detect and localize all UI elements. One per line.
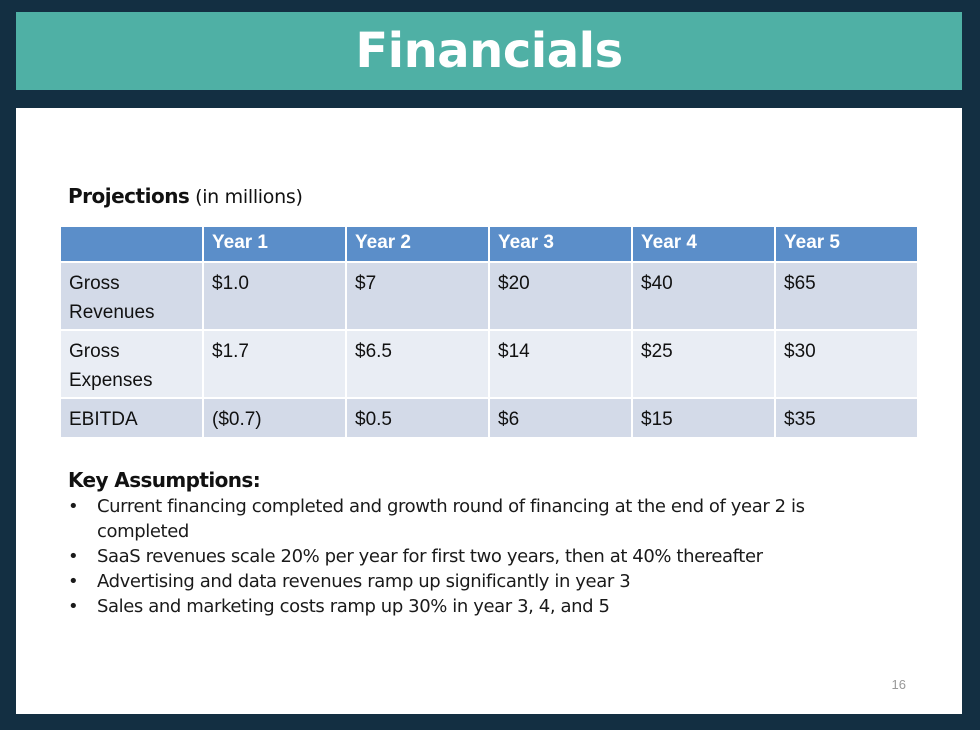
table-cell: $6.5 xyxy=(345,329,490,399)
projections-heading-bold: Projections xyxy=(68,184,190,208)
row-label: Gross Expenses xyxy=(59,329,204,399)
table-cell: $7 xyxy=(345,261,490,331)
column-header-year-3: Year 3 xyxy=(488,225,633,263)
table-cell: $40 xyxy=(631,261,776,331)
table-cell: $30 xyxy=(774,329,919,399)
table-row-ebitda: EBITDA ($0.7) $0.5 $6 $15 $35 xyxy=(59,397,919,439)
title-bar: Financials xyxy=(16,12,962,90)
key-assumptions: Key Assumptions: • Current financing comp… xyxy=(68,468,848,619)
table-cell: $25 xyxy=(631,329,776,399)
column-header-year-1: Year 1 xyxy=(202,225,347,263)
key-assumptions-heading: Key Assumptions: xyxy=(68,468,261,492)
bullet-icon: • xyxy=(68,546,79,567)
column-header-year-2: Year 2 xyxy=(345,225,490,263)
table-cell: $15 xyxy=(631,397,776,439)
bullet-icon: • xyxy=(68,496,79,517)
table-cell: $0.5 xyxy=(345,397,490,439)
slide-body: Projections (in millions) Year 1 Year 2 … xyxy=(16,108,962,714)
table-cell: ($0.7) xyxy=(202,397,347,439)
table-cell: $35 xyxy=(774,397,919,439)
row-label: Gross Revenues xyxy=(59,261,204,331)
list-item: • Current financing completed and growth … xyxy=(68,494,848,544)
list-item-text: Sales and marketing costs ramp up 30% in… xyxy=(97,596,610,617)
table-cell: $14 xyxy=(488,329,633,399)
table-row-gross-expenses: Gross Expenses $1.7 $6.5 $14 $25 $30 xyxy=(59,329,919,399)
list-item-text: Advertising and data revenues ramp up si… xyxy=(97,571,631,592)
projections-table: Year 1 Year 2 Year 3 Year 4 Year 5 Gross… xyxy=(59,225,919,439)
slide-title: Financials xyxy=(355,23,623,79)
table-cell: $65 xyxy=(774,261,919,331)
table-cell: $6 xyxy=(488,397,633,439)
table-header-row: Year 1 Year 2 Year 3 Year 4 Year 5 xyxy=(59,225,919,263)
page-number: 16 xyxy=(891,677,906,692)
column-header xyxy=(59,225,204,263)
list-item: • Sales and marketing costs ramp up 30% i… xyxy=(68,594,848,619)
list-item: • Advertising and data revenues ramp up s… xyxy=(68,569,848,594)
projections-heading: Projections (in millions) xyxy=(68,184,303,209)
column-header-year-4: Year 4 xyxy=(631,225,776,263)
bullet-icon: • xyxy=(68,596,79,617)
table-cell: $1.7 xyxy=(202,329,347,399)
projections-heading-unit: (in millions) xyxy=(189,186,303,208)
table-row-gross-revenues: Gross Revenues $1.0 $7 $20 $40 $65 xyxy=(59,261,919,331)
row-label: EBITDA xyxy=(59,397,204,439)
bullet-icon: • xyxy=(68,571,79,592)
list-item-text: SaaS revenues scale 20% per year for fir… xyxy=(97,546,763,567)
column-header-year-5: Year 5 xyxy=(774,225,919,263)
list-item-text: Current financing completed and growth r… xyxy=(97,496,805,542)
table-cell: $20 xyxy=(488,261,633,331)
table-cell: $1.0 xyxy=(202,261,347,331)
list-item: • SaaS revenues scale 20% per year for fi… xyxy=(68,544,848,569)
assumptions-list: • Current financing completed and growth … xyxy=(68,494,848,619)
